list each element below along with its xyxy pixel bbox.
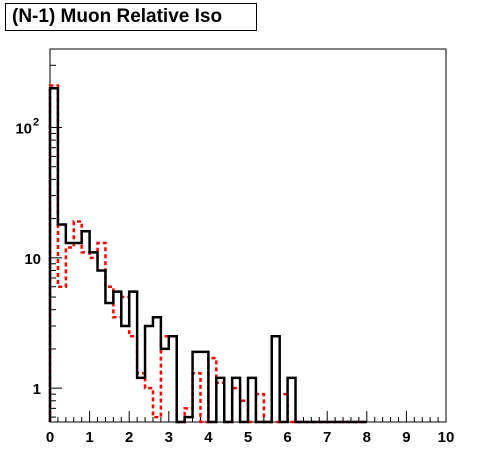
x-tick-label: 0 — [46, 429, 54, 446]
chart-title: (N-1) Muon Relative Iso — [5, 3, 257, 31]
x-tick-label: 2 — [125, 429, 133, 446]
x-tick-label: 9 — [402, 429, 410, 446]
x-tick-label: 6 — [283, 429, 291, 446]
x-tick-label: 3 — [165, 429, 173, 446]
x-tick-label: 4 — [204, 429, 213, 446]
x-tick-label: 8 — [363, 429, 371, 446]
y-tick-label: 10 — [24, 251, 41, 268]
y-tick-label: 10 — [15, 120, 32, 137]
black-solid-series — [48, 86, 367, 424]
x-tick-label: 1 — [85, 429, 93, 446]
y-tick-exponent: 2 — [33, 116, 39, 128]
red-dashed-series — [48, 84, 367, 424]
y-tick-label: 1 — [33, 381, 41, 398]
x-tick-label: 10 — [438, 429, 455, 446]
x-tick-label: 7 — [323, 429, 331, 446]
series-layer — [48, 84, 367, 424]
plot-frame — [49, 48, 447, 423]
x-axis: 0 1 2 3 4 5 6 7 8 9 10 — [46, 411, 455, 446]
x-tick-label: 5 — [244, 429, 252, 446]
